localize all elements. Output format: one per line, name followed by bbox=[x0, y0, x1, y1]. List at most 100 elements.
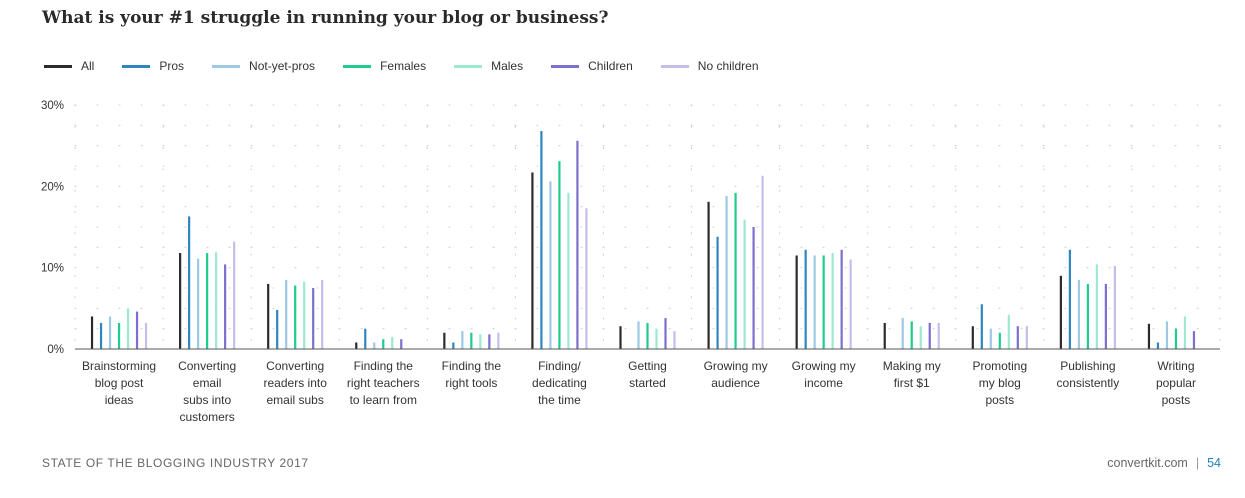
legend-swatch bbox=[551, 64, 580, 68]
x-tick-label-line: Publishing bbox=[1060, 359, 1115, 373]
bar-group bbox=[531, 131, 588, 349]
x-tick-label-line: Getting bbox=[628, 359, 667, 373]
bar-group bbox=[619, 318, 676, 349]
x-tick-label-line: popular bbox=[1156, 376, 1196, 390]
legend-label: No children bbox=[697, 59, 759, 73]
bar bbox=[822, 255, 825, 349]
legend-label: Children bbox=[588, 59, 633, 73]
bar bbox=[664, 318, 667, 349]
bar bbox=[1016, 326, 1019, 349]
bar bbox=[655, 328, 658, 349]
bar bbox=[443, 332, 446, 349]
bar bbox=[531, 172, 534, 349]
y-tick-label: 20% bbox=[41, 181, 64, 193]
bar-group bbox=[1059, 249, 1116, 349]
x-tick-label-line: email subs bbox=[267, 393, 324, 407]
x-tick-label: Growing my audience bbox=[704, 359, 768, 390]
legend-swatch bbox=[122, 64, 151, 68]
x-tick-label-line: Growing my bbox=[792, 359, 856, 373]
bar bbox=[117, 322, 121, 349]
legend-swatch bbox=[44, 64, 72, 68]
bar bbox=[849, 259, 852, 349]
x-tick-label-line: my blog bbox=[979, 376, 1021, 390]
bar bbox=[971, 326, 974, 349]
bar bbox=[312, 288, 315, 349]
x-tick-label-line: Finding the bbox=[354, 359, 414, 373]
x-tick-label-line: the time bbox=[538, 393, 581, 407]
bar bbox=[197, 258, 200, 349]
x-tick-label-line: posts bbox=[1162, 393, 1191, 407]
bar bbox=[479, 334, 482, 349]
bar bbox=[99, 322, 103, 349]
bar bbox=[910, 321, 913, 349]
y-tick-label: 30% bbox=[41, 100, 64, 112]
legend-label: Not-yet-pros bbox=[249, 59, 316, 73]
bar-group bbox=[355, 328, 403, 349]
bar bbox=[558, 161, 561, 349]
bar bbox=[840, 249, 843, 349]
x-tick-label: Finding the right teachers to learn from bbox=[347, 359, 420, 407]
x-tick-label-line: Writing bbox=[1157, 359, 1194, 373]
bar bbox=[294, 285, 297, 349]
footer-site-link[interactable]: convertkit.com bbox=[1107, 456, 1188, 470]
bar bbox=[831, 253, 834, 349]
bar bbox=[883, 322, 886, 349]
x-tick-label-line: readers into bbox=[264, 376, 328, 390]
bar bbox=[1086, 283, 1089, 349]
footer-separator: | bbox=[1195, 456, 1200, 470]
bar-group bbox=[707, 175, 764, 349]
bar bbox=[179, 253, 182, 349]
bar bbox=[400, 339, 403, 349]
bar bbox=[1068, 249, 1071, 349]
bar-group bbox=[443, 331, 500, 349]
bar bbox=[1192, 331, 1196, 349]
bar-group bbox=[267, 279, 324, 349]
bar bbox=[1183, 316, 1187, 349]
bar bbox=[725, 196, 728, 349]
bar bbox=[488, 334, 491, 349]
bar bbox=[126, 308, 130, 349]
bar bbox=[233, 241, 236, 349]
legend-label: Females bbox=[380, 59, 427, 73]
legend-item: Children bbox=[551, 59, 633, 73]
x-tick-label-line: right teachers bbox=[347, 376, 420, 390]
bar-group bbox=[971, 304, 1028, 349]
x-tick-label: Promoting my blog posts bbox=[972, 359, 1027, 407]
bar bbox=[716, 236, 719, 349]
bar bbox=[1059, 275, 1062, 349]
bar bbox=[919, 326, 922, 349]
x-tick-label-line: audience bbox=[711, 376, 760, 390]
bar bbox=[804, 249, 807, 349]
bar bbox=[980, 304, 983, 349]
x-tick-label-line: email bbox=[193, 376, 222, 390]
x-tick-label-line: dedicating bbox=[532, 376, 587, 390]
x-tick-label-line: Making my bbox=[883, 359, 941, 373]
bar bbox=[576, 140, 579, 349]
x-tick-label-line: Promoting bbox=[972, 359, 1027, 373]
x-tick-label: Converting readers into email subs bbox=[264, 359, 328, 407]
legend-item: Females bbox=[343, 59, 426, 73]
bar bbox=[813, 255, 816, 349]
bar bbox=[743, 219, 746, 349]
legend-item: Males bbox=[454, 59, 523, 73]
bar bbox=[1077, 279, 1080, 349]
legend-swatch bbox=[454, 64, 483, 68]
footer-right: convertkit.com | 54 bbox=[1107, 456, 1221, 470]
bar bbox=[267, 283, 270, 349]
x-tick-label: Getting started bbox=[628, 359, 667, 390]
x-tick-label-line: customers bbox=[179, 410, 234, 424]
legend-swatch bbox=[660, 64, 689, 68]
x-tick-label: Writing popular posts bbox=[1156, 359, 1196, 407]
x-tick-label-line: Brainstorming bbox=[82, 359, 156, 373]
legend-swatch bbox=[212, 64, 241, 68]
bar bbox=[540, 131, 543, 349]
bar bbox=[901, 318, 904, 349]
x-tick-label: Finding/dedicating the time bbox=[532, 359, 587, 407]
x-tick-label-line: Finding the bbox=[442, 359, 502, 373]
legend-item: All bbox=[44, 59, 94, 73]
legend-label: Pros bbox=[159, 59, 185, 73]
bar bbox=[1165, 321, 1169, 349]
bar bbox=[1147, 323, 1151, 349]
bar bbox=[108, 316, 112, 349]
bar bbox=[461, 331, 464, 349]
